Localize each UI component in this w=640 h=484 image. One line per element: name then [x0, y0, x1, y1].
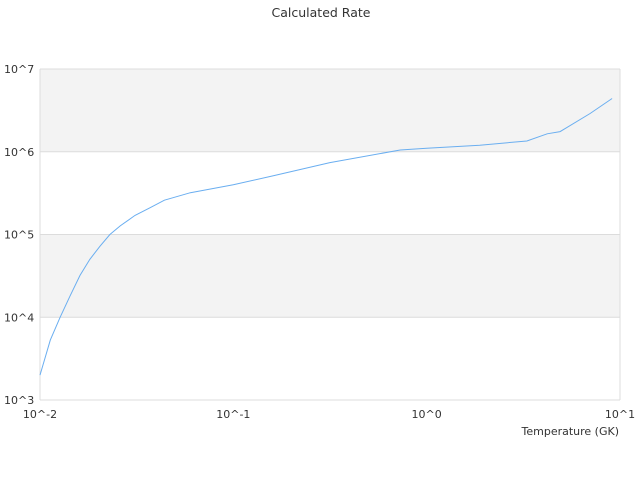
chart-title: Calculated Rate — [272, 5, 371, 20]
x-axis-ticks: 10^-2 10^-1 10^0 10^1 — [23, 408, 635, 421]
y-tick-label: 10^5 — [4, 229, 34, 242]
y-tick-label: 10^3 — [4, 394, 34, 407]
y-tick-label: 10^7 — [4, 63, 34, 76]
x-axis-label: Temperature (GK) — [521, 425, 620, 438]
x-tick-label: 10^-1 — [216, 408, 250, 421]
y-tick-label: 10^4 — [4, 311, 34, 324]
x-tick-label: 10^1 — [605, 408, 635, 421]
y-axis-ticks: 10^3 10^4 10^5 10^6 10^7 — [4, 63, 34, 407]
gridlines — [39, 68, 621, 401]
series-line — [39, 98, 613, 376]
x-tick-label: 10^-2 — [23, 408, 57, 421]
y-tick-label: 10^6 — [4, 146, 34, 159]
x-tick-label: 10^0 — [412, 408, 442, 421]
plot-band — [40, 69, 620, 152]
plot-bands — [40, 69, 620, 318]
plot-band — [40, 234, 620, 318]
